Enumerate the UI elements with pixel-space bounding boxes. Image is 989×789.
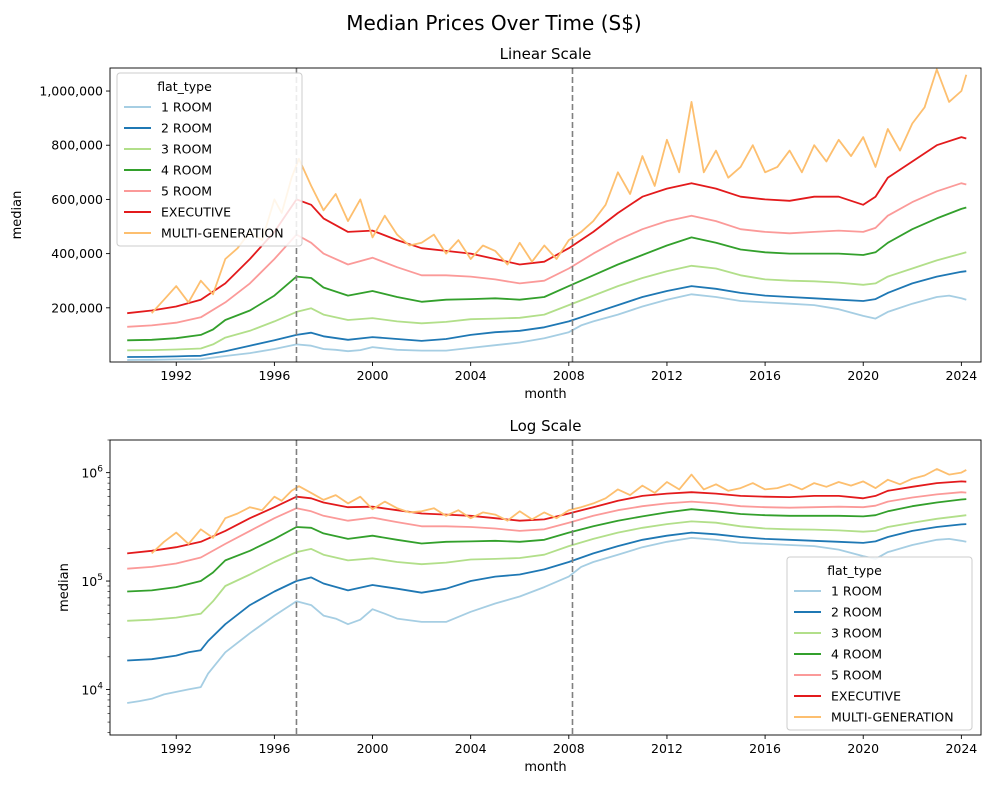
legend-label-log: 4 ROOM <box>831 647 882 662</box>
x-tick-label-linear: 2012 <box>651 368 683 383</box>
y-tick-label-log: 105 <box>81 573 103 589</box>
legend-title-log: flat_type <box>827 563 882 578</box>
x-tick-label-log: 2012 <box>651 741 683 756</box>
series-line-5-room-log <box>127 491 967 570</box>
legend-label-log: 5 ROOM <box>831 668 882 683</box>
series-line-multi-generation-log <box>151 468 967 555</box>
legend-label-linear: EXECUTIVE <box>161 205 231 220</box>
series-line-1-room-log <box>127 537 967 704</box>
x-tick-label-linear: 2024 <box>945 368 977 383</box>
panel-title-log: Log Scale <box>510 417 582 435</box>
series-line-executive-log <box>127 480 967 555</box>
legend-title-linear: flat_type <box>157 79 212 94</box>
x-tick-label-linear: 1992 <box>160 368 192 383</box>
legend-box-linear <box>116 72 303 247</box>
axes-frame-log <box>109 439 982 736</box>
x-tick-label-linear: 1996 <box>258 368 290 383</box>
chart-suptitle: Median Prices Over Time (S$) <box>346 11 641 35</box>
x-tick-label-log: 2000 <box>357 741 389 756</box>
series-line-4-room-log <box>127 498 967 593</box>
y-tick-label-linear: 1,000,000 <box>39 84 103 99</box>
series-line-4-room-linear <box>127 206 967 342</box>
legend-label-linear: 5 ROOM <box>161 184 212 199</box>
y-axis-label-log: median <box>57 563 72 612</box>
y-tick-label-linear: 200,000 <box>51 300 103 315</box>
series-line-2-room-linear <box>127 270 967 358</box>
legend-label-log: 3 ROOM <box>831 626 882 641</box>
y-axis-label-linear: median <box>10 191 25 240</box>
series-line-5-room-linear <box>127 182 967 328</box>
x-tick-label-linear: 2004 <box>455 368 487 383</box>
x-tick-label-log: 1996 <box>258 741 290 756</box>
series-line-3-room-linear <box>127 251 967 352</box>
legend-label-log: 2 ROOM <box>831 605 882 620</box>
legend-label-log: EXECUTIVE <box>831 689 901 704</box>
legend-label-linear: 2 ROOM <box>161 121 212 136</box>
x-tick-label-linear: 2020 <box>847 368 879 383</box>
legend-box-log <box>786 556 973 731</box>
y-tick-label-linear: 400,000 <box>51 246 103 261</box>
x-tick-label-log: 1992 <box>160 741 192 756</box>
x-tick-label-log: 2016 <box>749 741 781 756</box>
x-tick-label-linear: 2000 <box>357 368 389 383</box>
y-tick-label-log: 104 <box>81 681 103 697</box>
y-tick-label-linear: 600,000 <box>51 192 103 207</box>
series-line-3-room-log <box>127 514 967 622</box>
x-axis-label-log: month <box>524 760 566 775</box>
x-tick-label-linear: 2016 <box>749 368 781 383</box>
y-tick-label-linear: 800,000 <box>51 138 103 153</box>
legend-label-linear: 3 ROOM <box>161 142 212 157</box>
x-tick-label-log: 2020 <box>847 741 879 756</box>
legend-label-linear: 1 ROOM <box>161 100 212 115</box>
y-tick-label-log: 106 <box>81 465 103 481</box>
legend-label-log: MULTI-GENERATION <box>831 710 954 725</box>
x-tick-label-log: 2008 <box>553 741 585 756</box>
x-axis-label-linear: month <box>524 387 566 402</box>
x-tick-label-log: 2024 <box>945 741 977 756</box>
panel-title-linear: Linear Scale <box>500 45 592 63</box>
series-line-1-room-linear <box>127 293 967 361</box>
x-tick-label-log: 2004 <box>455 741 487 756</box>
x-tick-label-linear: 2008 <box>553 368 585 383</box>
legend-label-log: 1 ROOM <box>831 584 882 599</box>
series-line-2-room-log <box>127 523 967 662</box>
legend-label-linear: 4 ROOM <box>161 163 212 178</box>
legend-label-linear: MULTI-GENERATION <box>161 226 284 241</box>
axes-frame-linear <box>109 67 982 363</box>
